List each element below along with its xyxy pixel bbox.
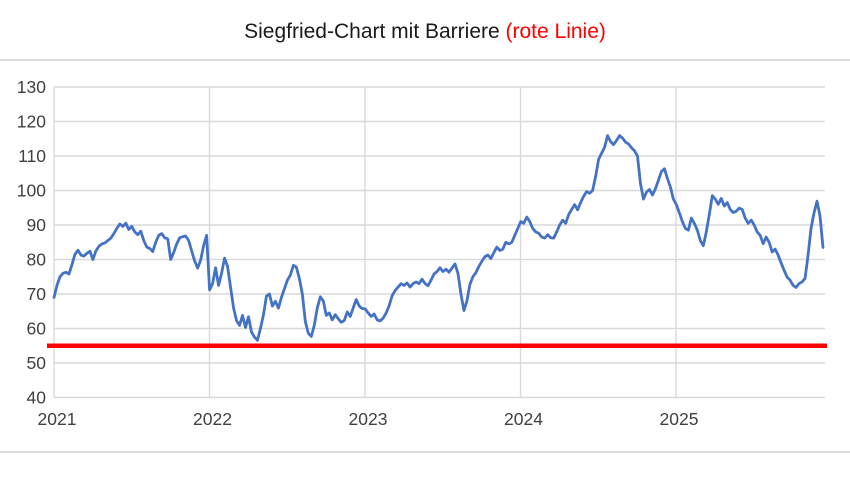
y-axis-label: 90 — [27, 215, 47, 235]
y-axis-label: 110 — [18, 146, 46, 166]
x-axis-label: 2025 — [660, 409, 699, 429]
y-axis-label: 50 — [27, 353, 47, 373]
x-axis-label: 2024 — [504, 409, 543, 429]
y-axis-label: 80 — [27, 250, 47, 270]
y-axis-label: 130 — [17, 77, 46, 97]
y-axis-label: 40 — [27, 388, 47, 408]
bottom-divider — [0, 451, 850, 453]
x-axis-label: 2021 — [38, 409, 77, 429]
chart-title-highlight: (rote Linie) — [505, 20, 606, 43]
x-axis-label: 2022 — [193, 409, 232, 429]
y-axis-label: 60 — [27, 319, 47, 339]
chart-title-main: Siegfried-Chart mit Barriere — [244, 20, 506, 43]
chart-title: Siegfried-Chart mit Barriere (rote Linie… — [0, 20, 850, 44]
y-axis-label: 100 — [17, 181, 46, 201]
y-axis-label: 70 — [27, 284, 47, 304]
x-axis-label: 2023 — [349, 409, 388, 429]
price-line-series — [52, 134, 825, 342]
y-axis-label: 120 — [17, 112, 46, 132]
top-divider — [0, 59, 850, 61]
